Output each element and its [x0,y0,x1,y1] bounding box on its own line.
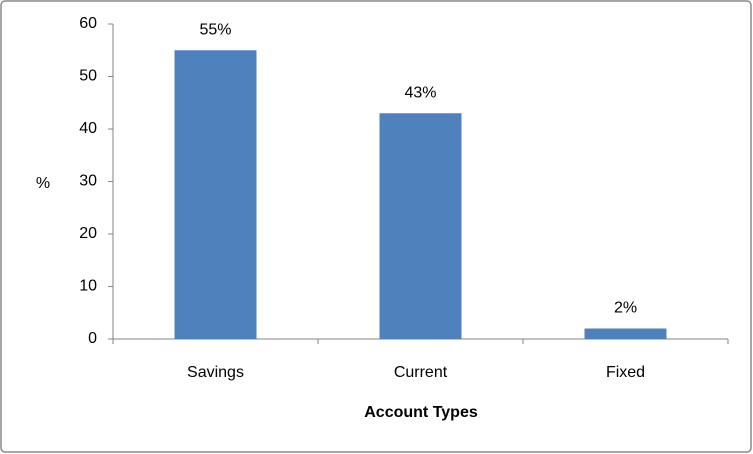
data-label: 55% [199,21,231,38]
bar [584,328,667,339]
y-tick-label: 20 [79,225,97,242]
y-tick-label: 50 [79,68,97,85]
data-label: 2% [614,300,637,317]
x-tick-label: Fixed [606,364,645,381]
x-tick-label: Current [394,364,448,381]
y-tick-label: 10 [79,278,97,295]
x-tick-label: Savings [187,364,244,381]
x-axis-title: Account Types [364,404,478,421]
bar [379,113,462,339]
y-tick-label: 30 [79,173,97,190]
data-label: 43% [404,84,436,101]
y-tick-label: 0 [88,330,97,347]
bar [174,50,257,339]
y-axis-title: % [36,175,50,192]
y-tick-label: 40 [79,120,97,137]
y-tick-label: 60 [79,15,97,32]
